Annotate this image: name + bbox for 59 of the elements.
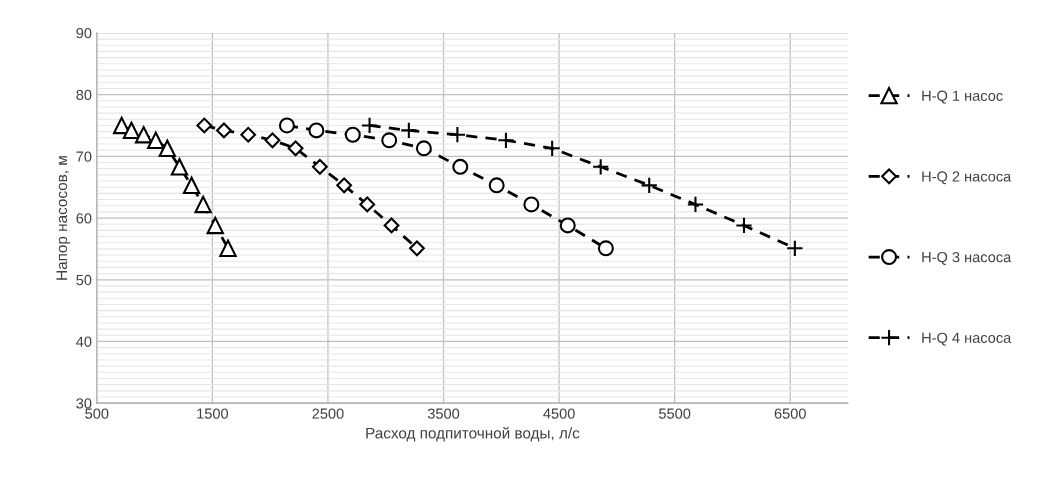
- point: [278, 117, 295, 134]
- y-axis-title: Напор насосов, м: [56, 156, 71, 280]
- y-tick-label: 70: [76, 151, 92, 162]
- point: [196, 117, 213, 134]
- point: [415, 140, 432, 157]
- x-tick-label: 500: [85, 408, 109, 419]
- y-tick-label: 30: [76, 398, 92, 409]
- point: [597, 240, 614, 257]
- point: [735, 216, 753, 235]
- point: [147, 131, 165, 149]
- x-tick-label: 4500: [543, 408, 575, 419]
- legend-label: H-Q 1 насос: [922, 90, 1003, 104]
- x-axis-title: Расход подпиточной воды, л/с: [366, 427, 580, 442]
- point: [308, 122, 325, 139]
- point: [336, 177, 353, 194]
- point: [400, 121, 418, 140]
- x-tick-label: 6500: [774, 408, 806, 419]
- point: [287, 140, 304, 157]
- point: [344, 126, 361, 143]
- x-tick-label: 3500: [427, 408, 460, 419]
- point: [592, 158, 610, 176]
- y-tick-label: 40: [76, 336, 92, 347]
- point: [409, 240, 425, 257]
- point: [311, 158, 328, 175]
- point: [383, 217, 400, 234]
- point: [686, 195, 705, 214]
- y-tick-label: 80: [76, 89, 92, 101]
- point: [786, 239, 804, 257]
- x-tick-label: 1500: [197, 408, 229, 419]
- point: [523, 196, 540, 213]
- point: [497, 131, 515, 149]
- point: [264, 132, 281, 149]
- point: [488, 177, 505, 194]
- x-tick-label: 5500: [659, 408, 691, 419]
- point: [170, 158, 189, 176]
- x-tick-label: 2500: [312, 408, 344, 419]
- point: [182, 176, 201, 195]
- y-tick-label: 90: [76, 28, 92, 39]
- point: [381, 132, 398, 149]
- point: [452, 158, 469, 175]
- y-tick-label: 50: [76, 274, 92, 286]
- point: [559, 217, 576, 234]
- point: [543, 139, 561, 157]
- point: [216, 122, 232, 139]
- legend-label: H-Q 3 насоса: [922, 251, 1012, 265]
- point: [359, 196, 376, 213]
- legend-label: H-Q 2 насоса: [922, 171, 1012, 185]
- point: [194, 195, 212, 214]
- point: [240, 126, 257, 143]
- legend-label: H-Q 4 насоса: [922, 332, 1012, 346]
- point: [448, 126, 467, 144]
- point: [158, 139, 176, 157]
- point: [360, 116, 379, 135]
- point: [134, 126, 153, 144]
- point: [206, 216, 224, 235]
- point: [122, 121, 141, 140]
- y-tick-label: 60: [76, 213, 92, 224]
- point: [640, 176, 658, 195]
- point: [219, 239, 237, 257]
